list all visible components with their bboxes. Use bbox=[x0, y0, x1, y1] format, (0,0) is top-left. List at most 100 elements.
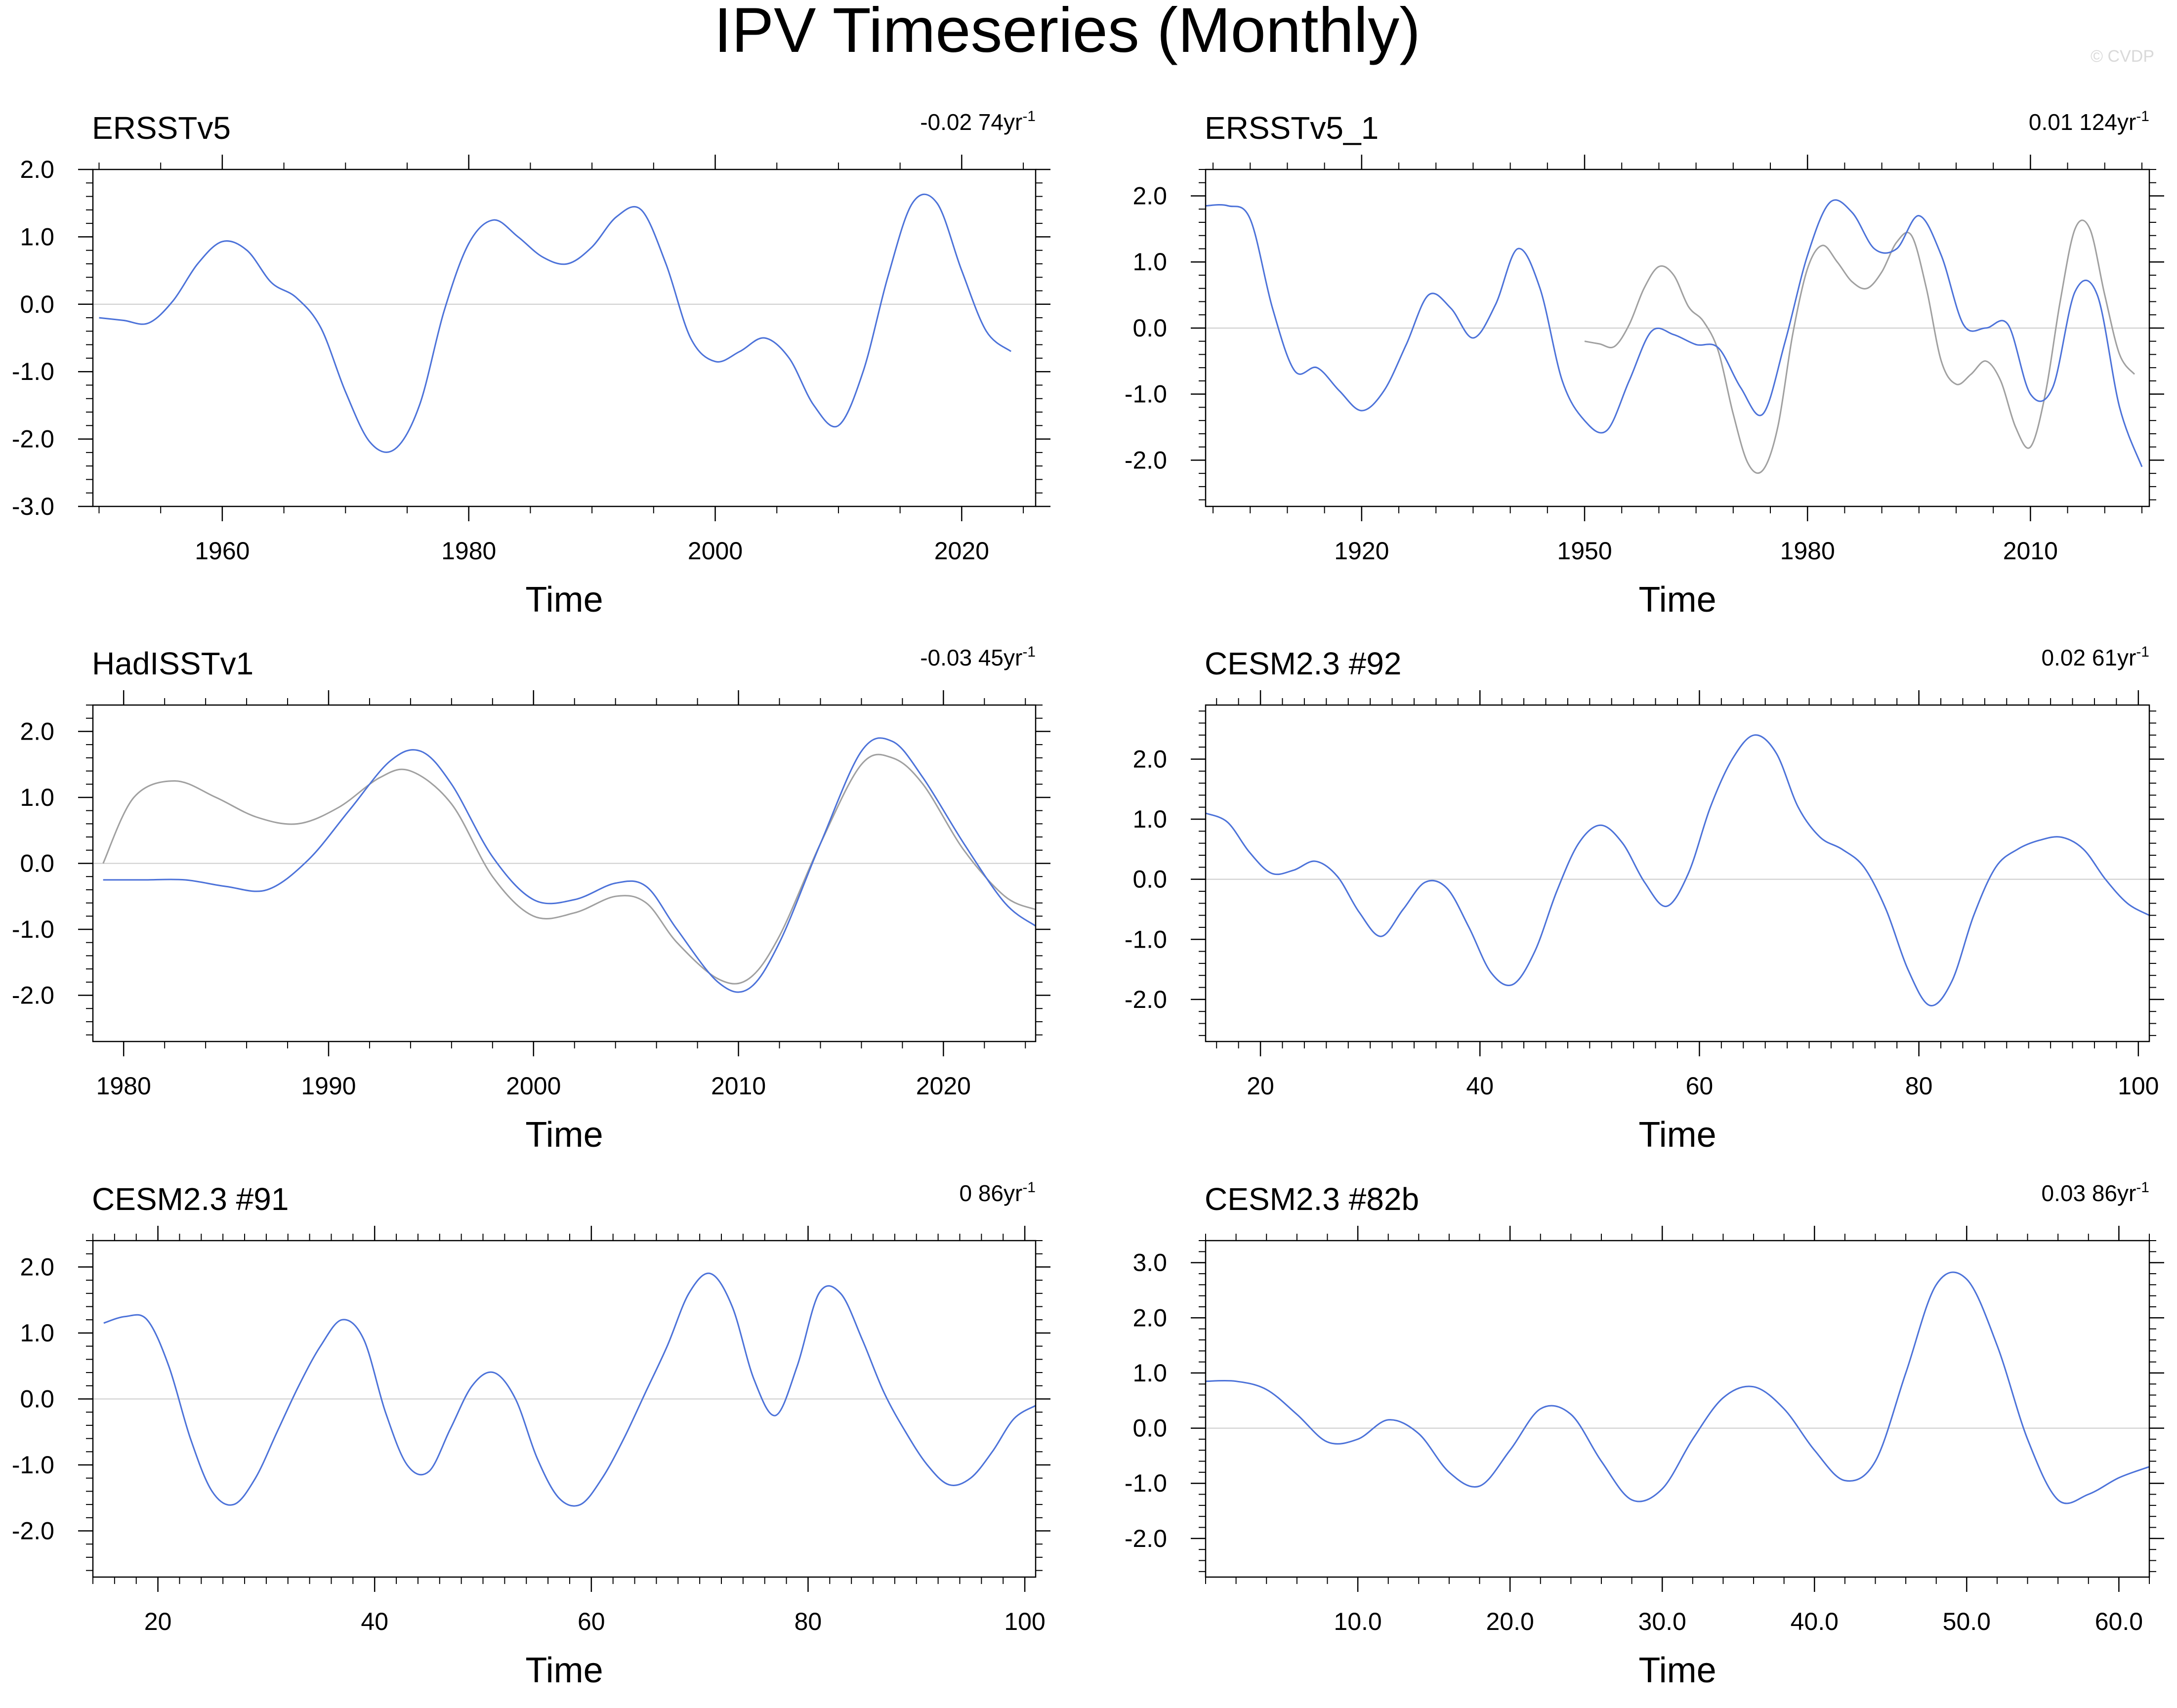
x-tick-label: 60.0 bbox=[2095, 1608, 2143, 1635]
x-axis-label: Time bbox=[1638, 580, 1716, 620]
trend-label: -0.02 74yr-1 bbox=[920, 108, 1036, 135]
panel-title: ERSSTv5 bbox=[92, 110, 231, 146]
plot-frame bbox=[1205, 168, 2150, 507]
y-tick-label: 1.0 bbox=[1132, 248, 1167, 276]
panel-title: CESM2.3 #91 bbox=[92, 1181, 289, 1217]
series-line-primary bbox=[103, 737, 1036, 993]
series-line-primary bbox=[1205, 199, 2143, 467]
y-tick-label: -1.0 bbox=[1125, 1469, 1167, 1497]
series-line-reference bbox=[1584, 219, 2135, 474]
y-tick-label: -1.0 bbox=[1125, 925, 1167, 953]
chart-panels: 1960 1980 2000 2020-3.0-2.0-1.00.01.02.0ERS… bbox=[12, 108, 2164, 1690]
y-tick-label: -2.0 bbox=[1125, 986, 1167, 1013]
chart-panel: 1960 1980 2000 2020 -3.0 -2.0 -1.0 0.0 1.0 2.0 ERS… bbox=[12, 108, 1050, 620]
y-tick-label: -1.0 bbox=[12, 1451, 54, 1479]
y-tick-label: 0.0 bbox=[20, 849, 54, 877]
y-tick-label: 0.0 bbox=[1132, 314, 1167, 342]
plot-frame bbox=[92, 704, 1037, 1042]
x-tick-label: 60 bbox=[578, 1608, 605, 1635]
y-tick-label: 2.0 bbox=[1132, 182, 1167, 209]
x-tick-label: 60 bbox=[1686, 1072, 1714, 1100]
x-tick-label: 1990 bbox=[301, 1072, 356, 1100]
y-tick-label: -2.0 bbox=[12, 1517, 54, 1545]
x-tick-label: 80 bbox=[795, 1608, 822, 1635]
y-tick-label: 1.0 bbox=[20, 1319, 54, 1347]
x-tick-label: 1920 bbox=[1334, 537, 1389, 565]
y-tick-label: 0.0 bbox=[1132, 866, 1167, 893]
series-line-primary bbox=[1205, 734, 2150, 1006]
y-tick-label: 2.0 bbox=[20, 717, 54, 745]
y-tick-label: -2.0 bbox=[1125, 446, 1167, 474]
y-tick-label: -2.0 bbox=[1125, 1525, 1167, 1552]
plot-frame bbox=[92, 1240, 1037, 1578]
panel-title: ERSSTv5_1 bbox=[1205, 110, 1379, 146]
series-line-primary bbox=[1205, 1271, 2150, 1504]
x-tick-label: 20 bbox=[144, 1608, 172, 1635]
x-axis-label: Time bbox=[525, 1651, 603, 1690]
x-tick-label: 10.0 bbox=[1334, 1608, 1382, 1635]
chart-panel: 1980 1990 2000 2010 2020 -2.0 -1.0 0.0 1.0 2.0 Had… bbox=[12, 644, 1050, 1155]
x-tick-label: 40.0 bbox=[1791, 1608, 1839, 1635]
y-tick-label: 1.0 bbox=[1132, 805, 1167, 833]
x-tick-label: 30.0 bbox=[1638, 1608, 1686, 1635]
y-tick-label: -2.0 bbox=[12, 982, 54, 1009]
chart-panel: 10.0 20.0 30.0 40.0 50.0 60.0 -2.0 -1.0 0.0 1.0 2.… bbox=[1125, 1179, 2164, 1690]
plot-frame bbox=[92, 168, 1037, 507]
y-tick-label: 1.0 bbox=[20, 784, 54, 811]
series-line-reference bbox=[102, 753, 1036, 985]
x-tick-label: 50.0 bbox=[1943, 1608, 1991, 1635]
x-axis-label: Time bbox=[525, 1115, 603, 1155]
y-tick-label: 2.0 bbox=[1132, 745, 1167, 773]
panel-title: HadISSTv1 bbox=[92, 646, 253, 681]
y-tick-label: -1.0 bbox=[1125, 380, 1167, 408]
figure-title: IPV Timeseries (Monthly) bbox=[714, 0, 1421, 66]
y-tick-label: -1.0 bbox=[12, 916, 54, 943]
x-tick-label: 1980 bbox=[441, 537, 496, 565]
x-tick-label: 1960 bbox=[195, 537, 250, 565]
y-tick-label: 2.0 bbox=[1132, 1304, 1167, 1332]
y-tick-label: -2.0 bbox=[12, 425, 54, 453]
y-tick-label: 2.0 bbox=[20, 156, 54, 183]
y-tick-label: 1.0 bbox=[20, 223, 54, 250]
x-axis-label: Time bbox=[525, 580, 603, 620]
y-tick-label: 0.0 bbox=[20, 1385, 54, 1413]
chart-panel: 1920 1950 1980 2010 -2.0 -1.0 0.0 1.0 2.0 ERSSTv5… bbox=[1125, 108, 2164, 620]
x-tick-label: 2000 bbox=[688, 537, 743, 565]
y-tick-label: 1.0 bbox=[1132, 1359, 1167, 1387]
x-tick-label: 100 bbox=[2118, 1072, 2159, 1100]
x-tick-label: 20.0 bbox=[1486, 1608, 1534, 1635]
x-axis-label: Time bbox=[1638, 1115, 1716, 1155]
series-line-primary bbox=[103, 1272, 1036, 1507]
x-tick-label: 1950 bbox=[1557, 537, 1612, 565]
trend-label: -0.03 45yr-1 bbox=[920, 644, 1036, 670]
x-tick-label: 40 bbox=[1466, 1072, 1494, 1100]
x-tick-label: 2020 bbox=[916, 1072, 971, 1100]
y-tick-label: 0.0 bbox=[20, 291, 54, 318]
chart-panel: 20 40 60 80 100 -2.0 -1.0 0.0 1.0 2.0 CESM2.3 #92 0… bbox=[1125, 644, 2164, 1155]
watermark-text: © CVDP bbox=[2091, 47, 2154, 66]
y-tick-label: 0.0 bbox=[1132, 1415, 1167, 1442]
x-tick-label: 2020 bbox=[934, 537, 989, 565]
panel-title: CESM2.3 #92 bbox=[1205, 646, 1401, 681]
plot-frame bbox=[1205, 704, 2150, 1042]
y-tick-label: 2.0 bbox=[20, 1253, 54, 1281]
x-tick-label: 1980 bbox=[96, 1072, 151, 1100]
x-tick-label: 100 bbox=[1004, 1608, 1045, 1635]
x-tick-label: 1980 bbox=[1780, 537, 1835, 565]
x-tick-label: 40 bbox=[361, 1608, 388, 1635]
x-tick-label: 80 bbox=[1905, 1072, 1933, 1100]
trend-label: 0.01 124yr-1 bbox=[2029, 108, 2149, 135]
x-tick-label: 2000 bbox=[506, 1072, 561, 1100]
y-tick-label: -1.0 bbox=[12, 358, 54, 385]
x-tick-label: 2010 bbox=[711, 1072, 766, 1100]
panel-title: CESM2.3 #82b bbox=[1205, 1181, 1419, 1217]
y-tick-label: 3.0 bbox=[1132, 1249, 1167, 1277]
series-line-primary bbox=[99, 193, 1012, 453]
trend-label: 0.03 86yr-1 bbox=[2042, 1179, 2149, 1206]
x-tick-label: 2010 bbox=[2003, 537, 2058, 565]
x-tick-label: 20 bbox=[1247, 1072, 1274, 1100]
plot-frame bbox=[1205, 1240, 2150, 1578]
trend-label: 0.02 61yr-1 bbox=[2042, 644, 2149, 670]
